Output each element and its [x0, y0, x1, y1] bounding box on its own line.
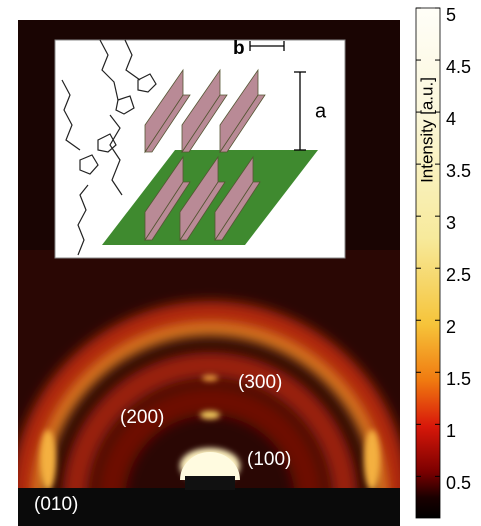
y-tick-label: 2.5 — [446, 265, 471, 285]
colorbar: Intensity [a.u.] 0.5 1 1.5 2 2.5 3 3.5 4 4.5 5 — [416, 5, 471, 518]
peak-label: (300) — [238, 372, 282, 393]
y-tick-label: 4.5 — [446, 57, 471, 77]
peak-label: (100) — [247, 449, 291, 470]
inset-label: b — [233, 38, 245, 59]
y-tick-label: 1.5 — [446, 369, 471, 389]
inset: a b — [55, 38, 345, 258]
inset-label: a — [315, 100, 327, 122]
peak-label: (200) — [120, 407, 164, 428]
y-tick-label: 5 — [446, 5, 456, 25]
y-tick-label: 2 — [446, 317, 456, 337]
colorbar-label: Intensity [a.u.] — [417, 77, 436, 183]
y-tick-label: 3 — [446, 213, 456, 233]
y-tick-label: 1 — [446, 421, 456, 441]
peak-label: (010) — [34, 494, 78, 515]
figure: a b (300) (200) (100) (010) Intensity [a… — [0, 0, 481, 526]
y-tick-label: 4 — [446, 109, 456, 129]
y-tick-label: 3.5 — [446, 161, 471, 181]
y-tick-label: 0.5 — [446, 473, 471, 493]
